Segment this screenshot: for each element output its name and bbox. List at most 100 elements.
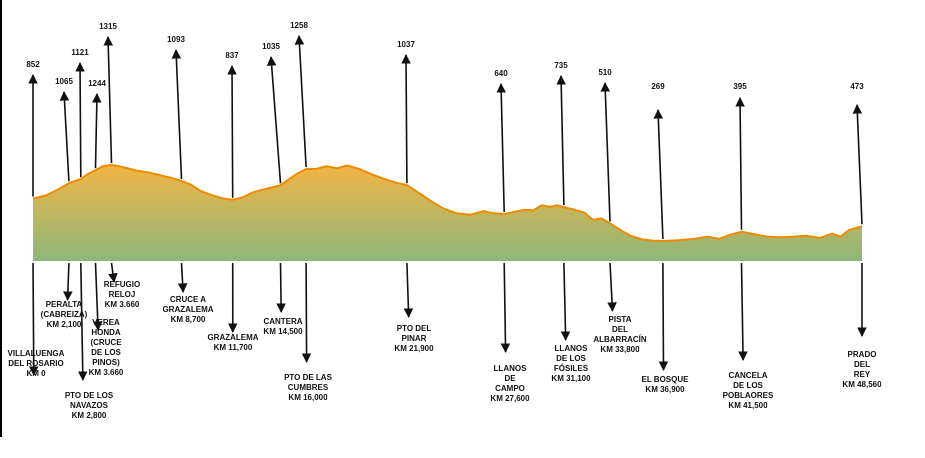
waypoint-labels-group: 852 VILLALUENGA DEL ROSARIO KM 0 1065 PERALTA… xyxy=(8,21,883,420)
waypoint-arrow xyxy=(177,262,188,293)
waypoint-label-line: GRAZALEMA xyxy=(162,305,213,314)
waypoint-arrow xyxy=(738,262,748,361)
waypoint-arrow xyxy=(63,262,73,301)
waypoint-label-line: CUMBRES xyxy=(288,383,329,392)
altitude-label: 269 xyxy=(651,82,665,91)
waypoint-label-line: GRAZALEMA xyxy=(207,333,258,342)
waypoint-label: VEREA HONDA (CRUCE DE LOS PINOS) KM 3.660 xyxy=(89,318,124,377)
waypoint-label-line: KM 0 xyxy=(26,369,46,378)
altitude-label: 1121 xyxy=(71,48,89,57)
waypoint-label-line: VEREA xyxy=(92,318,120,327)
waypoint-label-line: (CABREIZA) xyxy=(41,310,88,319)
waypoint-label-line: PTO DEL xyxy=(397,324,432,333)
waypoint-label: PTO DE LAS CUMBRES KM 16,000 xyxy=(284,373,333,402)
altitude-arrow xyxy=(401,54,411,184)
altitude-label: 1244 xyxy=(88,79,106,88)
waypoint-label-line: HONDA xyxy=(91,328,121,337)
waypoint-label: VILLALUENGA DEL ROSARIO KM 0 xyxy=(8,349,65,378)
altitude-label: 735 xyxy=(554,61,568,70)
waypoint-arrow xyxy=(607,262,617,312)
elevation-area-group xyxy=(32,163,863,261)
waypoint-arrow xyxy=(108,262,118,283)
waypoint-label-line: ALBARRACÍN xyxy=(593,335,647,344)
waypoint-arrow xyxy=(92,262,103,331)
waypoint-label-line: CANCELA xyxy=(728,371,767,380)
altitude-arrow xyxy=(735,97,745,230)
waypoint-arrow xyxy=(28,262,39,376)
waypoint-label-line: KM 33,800 xyxy=(600,345,640,354)
waypoint-label: PRADO DEL REY KM 48,560 xyxy=(842,350,882,389)
waypoint-arrow xyxy=(500,262,511,353)
altitude-label: 473 xyxy=(850,82,864,91)
altitude-label: 1065 xyxy=(55,77,73,86)
waypoint-label-line: KM 36,900 xyxy=(645,385,685,394)
waypoint-arrows-group xyxy=(28,35,867,381)
altitude-arrow xyxy=(852,104,863,225)
altitude-arrow xyxy=(266,56,282,184)
waypoint-label: PISTA DEL ALBARRACÍN KM 33,800 xyxy=(593,315,647,354)
altitude-label: 395 xyxy=(733,82,747,91)
waypoint-label: PTO DEL PINAR KM 21,900 xyxy=(394,324,434,353)
waypoint-label-line: RELOJ xyxy=(109,290,136,299)
waypoint-label-line: POBLAORES xyxy=(723,391,774,400)
waypoint-label-line: LLANOS xyxy=(555,344,589,353)
waypoint-label-line: KM 3.660 xyxy=(105,300,140,309)
waypoint-label-line: DE LOS xyxy=(733,381,763,390)
altitude-arrow xyxy=(653,109,664,240)
waypoint-label: REFUGIO RELOJ KM 3.660 xyxy=(104,280,140,309)
altitude-arrow xyxy=(227,65,237,198)
waypoint-label: CANCELA DE LOS POBLAORES KM 41,500 xyxy=(723,371,774,410)
waypoint-label-line: CANTERA xyxy=(263,317,302,326)
waypoint-label-line: DE xyxy=(504,374,516,383)
waypoint-label-line: DEL xyxy=(854,360,870,369)
waypoint-label-line: KM 14,500 xyxy=(263,327,303,336)
altitude-arrow xyxy=(294,35,307,168)
waypoint-label-line: DE LOS xyxy=(91,348,121,357)
waypoint-label-line: KM 8,700 xyxy=(171,315,206,324)
altitude-label: 510 xyxy=(598,68,612,77)
waypoint-arrow xyxy=(301,262,312,363)
waypoint-label-line: EL BOSQUE xyxy=(642,375,690,384)
waypoint-arrow xyxy=(658,262,669,371)
waypoint-label: GRAZALEMA KM 11,700 xyxy=(207,333,258,352)
waypoint-label-line: KM 48,560 xyxy=(842,380,882,389)
altitude-label: 1258 xyxy=(290,21,308,30)
waypoint-label-line: LLANOS xyxy=(494,364,528,373)
altitude-label: 640 xyxy=(494,69,508,78)
altitude-arrow xyxy=(600,82,611,222)
waypoint-label-line: PINAR xyxy=(402,334,427,343)
altitude-label: 1035 xyxy=(262,42,280,51)
altitude-arrow xyxy=(496,83,507,213)
waypoint-label-line: FÓSILES xyxy=(554,364,589,373)
altitude-label: 852 xyxy=(26,60,40,69)
waypoint-label-line: CRUCE A xyxy=(170,295,206,304)
waypoint-label-line: KM 2,100 xyxy=(47,320,82,329)
waypoint-label: PTO DE LOS NAVAZOS KM 2,800 xyxy=(65,391,114,420)
altitude-arrow xyxy=(59,91,70,182)
waypoint-label-line: KM 41,500 xyxy=(728,401,768,410)
elevation-outline xyxy=(32,163,863,243)
waypoint-label: LLANOS DE LOS FÓSILES KM 31,100 xyxy=(551,344,591,383)
waypoint-label-line: VILLALUENGA xyxy=(8,349,65,358)
altitude-arrow xyxy=(103,36,114,164)
waypoint-label-line: DE LOS xyxy=(556,354,586,363)
waypoint-label-line: PTO DE LOS xyxy=(65,391,114,400)
waypoint-label-line: NAVAZOS xyxy=(70,401,109,410)
waypoint-arrow xyxy=(276,262,286,313)
waypoint-label-line: PISTA xyxy=(609,315,632,324)
altitude-label: 1037 xyxy=(397,40,415,49)
waypoint-label-line: KM 27,600 xyxy=(490,394,530,403)
waypoint-label: EL BOSQUE KM 36,900 xyxy=(642,375,690,394)
waypoint-label-line: KM 11,700 xyxy=(214,343,253,352)
waypoint-label-line: REFUGIO xyxy=(104,280,140,289)
waypoint-label-line: KM 21,900 xyxy=(394,344,434,353)
waypoint-label-line: PINOS) xyxy=(92,358,120,367)
waypoint-label: CANTERA KM 14,500 xyxy=(263,317,303,336)
waypoint-label-line: PTO DE LAS xyxy=(284,373,333,382)
waypoint-label: PERALTA (CABREIZA) KM 2,100 xyxy=(41,300,88,329)
altitude-arrow xyxy=(75,62,85,178)
waypoint-label-line: (CRUCE xyxy=(90,338,122,347)
altitude-arrow xyxy=(556,75,566,206)
waypoint-label: LLANOS DE CAMPO KM 27,600 xyxy=(490,364,530,403)
